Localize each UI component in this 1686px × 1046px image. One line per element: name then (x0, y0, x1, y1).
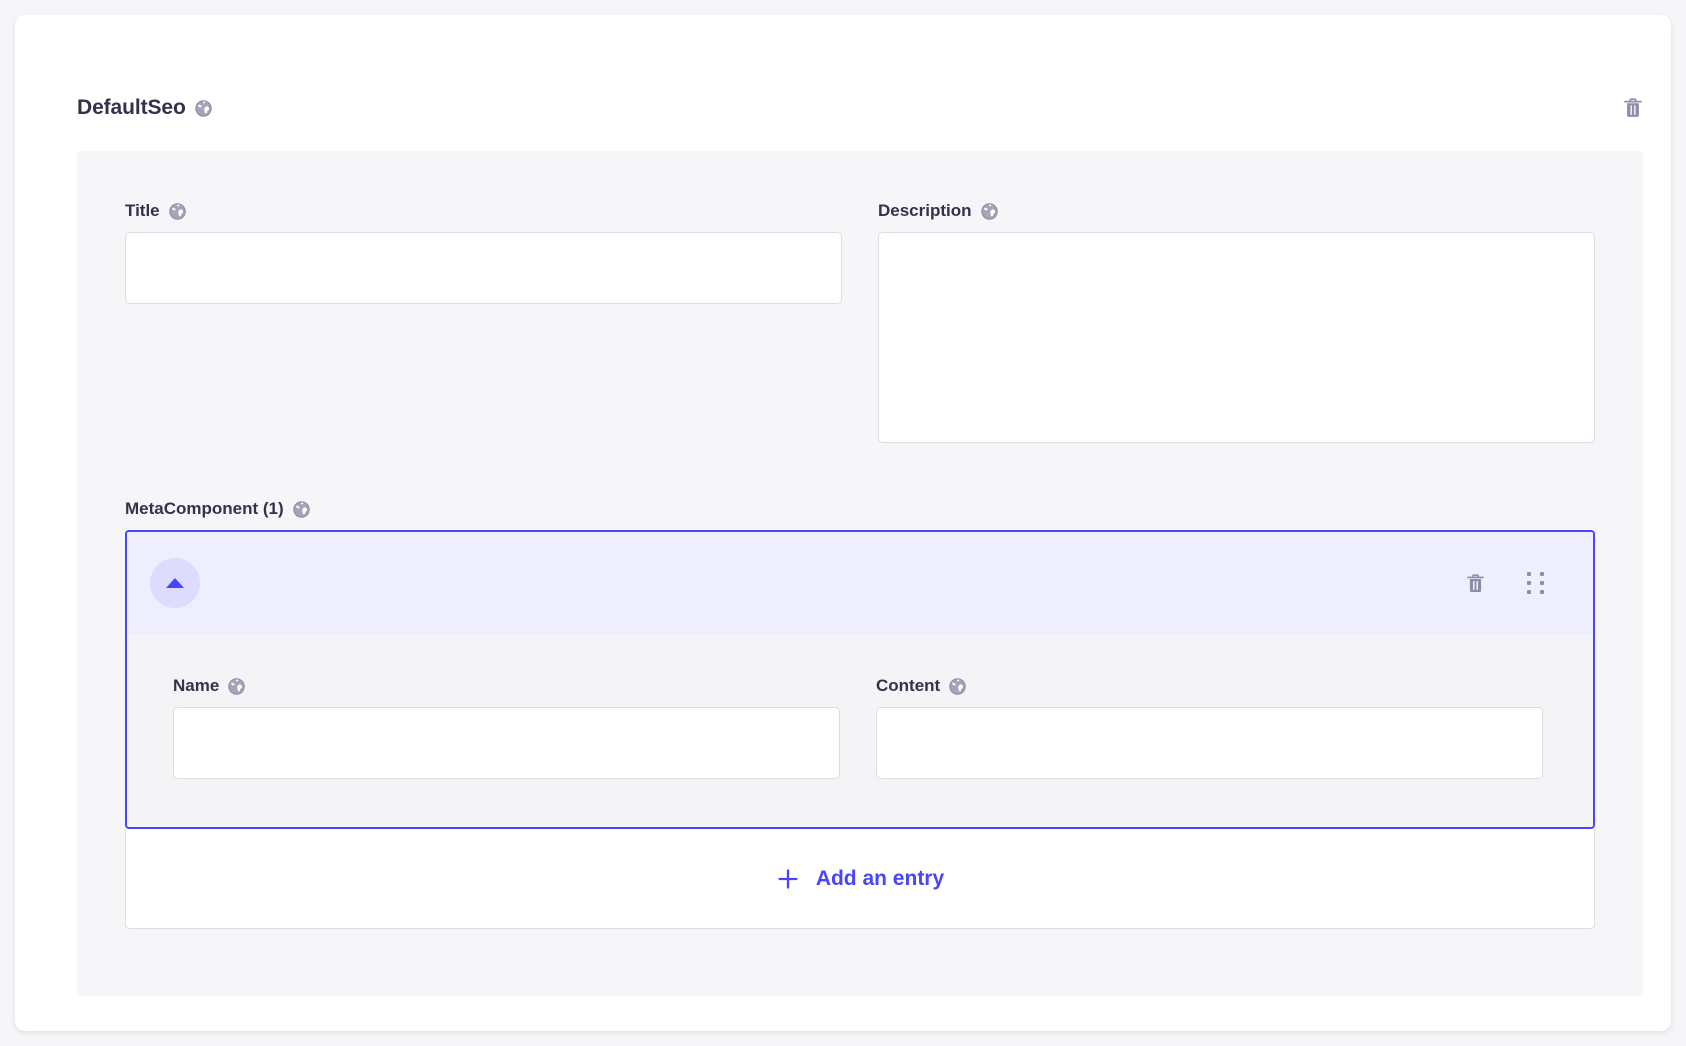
name-field-group: Name (173, 676, 840, 779)
drag-dot (1527, 581, 1531, 585)
content-input[interactable] (876, 707, 1543, 779)
drag-dot (1540, 572, 1544, 576)
title-field-group: Title (125, 201, 842, 448)
globe-icon (292, 500, 310, 518)
entry-header (127, 532, 1593, 634)
delete-entry-button[interactable] (1466, 573, 1485, 594)
metacomponent-section: MetaComponent (1) (125, 499, 1595, 929)
metacomponent-label-row: MetaComponent (1) (125, 499, 1595, 519)
globe-icon (980, 202, 998, 220)
description-label: Description (878, 201, 972, 220)
name-input[interactable] (173, 707, 840, 779)
globe-icon (194, 99, 212, 117)
metacomponent-label: MetaComponent (1) (125, 499, 284, 518)
title-label-row: Title (125, 201, 842, 221)
fields-panel: Title Description (77, 151, 1643, 996)
entry-actions (1466, 572, 1544, 594)
content-label: Content (876, 676, 941, 695)
entry-body: Name (127, 634, 1593, 827)
content-field-group: Content (876, 676, 1543, 779)
name-label-row: Name (173, 676, 840, 696)
content-label-row: Content (876, 676, 1543, 696)
trash-icon (1466, 573, 1485, 594)
drag-dot (1540, 590, 1544, 594)
description-textarea[interactable] (878, 232, 1595, 443)
top-fields-grid: Title Description (125, 201, 1595, 448)
plus-icon (776, 867, 800, 891)
collapse-entry-button[interactable] (150, 558, 200, 608)
description-label-row: Description (878, 201, 1595, 221)
caret-up-icon (166, 578, 184, 588)
metacomponent-entry: Name (125, 530, 1595, 829)
delete-component-button[interactable] (1623, 97, 1643, 119)
add-entry-button[interactable]: Add an entry (125, 829, 1595, 929)
card-header: DefaultSeo (77, 87, 1643, 129)
title-label: Title (125, 201, 160, 220)
page-title: DefaultSeo (77, 96, 186, 119)
drag-handle-icon[interactable] (1527, 572, 1544, 594)
globe-icon (228, 677, 246, 695)
name-label: Name (173, 676, 220, 695)
seo-settings-card: DefaultSeo (15, 15, 1671, 1031)
drag-dot (1527, 572, 1531, 576)
title-input[interactable] (125, 232, 842, 304)
globe-icon (168, 202, 186, 220)
drag-dot (1540, 581, 1544, 585)
globe-icon (949, 677, 966, 695)
drag-dot (1527, 590, 1531, 594)
add-entry-label: Add an entry (815, 866, 945, 890)
trash-icon (1623, 97, 1643, 119)
description-field-group: Description (878, 201, 1595, 448)
